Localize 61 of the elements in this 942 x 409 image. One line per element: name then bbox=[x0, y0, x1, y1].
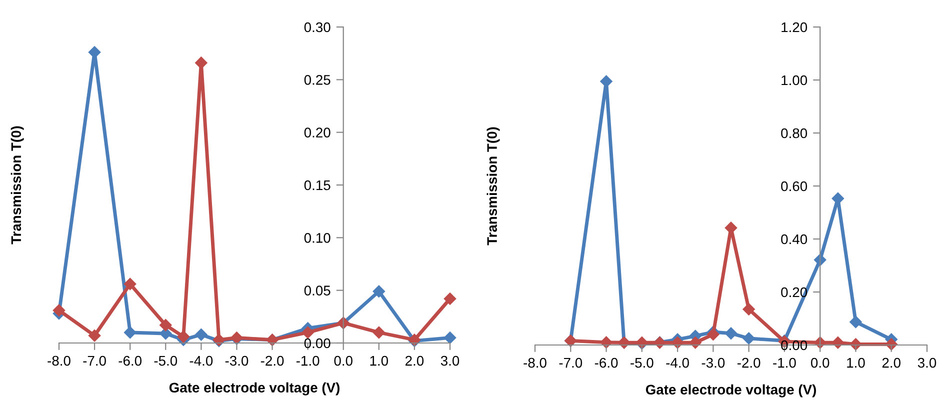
x-tick-label: -7.0 bbox=[559, 358, 582, 368]
y-tick-label: 0.10 bbox=[304, 233, 330, 243]
y-tick-label: 0.40 bbox=[781, 234, 808, 244]
point bbox=[689, 336, 702, 349]
point bbox=[160, 318, 172, 332]
x-tick-label: 2.0 bbox=[406, 356, 424, 366]
point bbox=[195, 56, 208, 69]
x-tick-label: -3.0 bbox=[225, 356, 248, 366]
point bbox=[177, 330, 190, 343]
point bbox=[444, 292, 456, 305]
x-tick-label: 3.0 bbox=[440, 356, 460, 366]
x-tick-label: -1.0 bbox=[296, 356, 320, 366]
y-tick-label: 0.05 bbox=[304, 286, 330, 296]
x-tick-label: 0.0 bbox=[810, 358, 830, 368]
point bbox=[850, 316, 862, 328]
y-tick-label: 0.80 bbox=[781, 128, 808, 138]
x-tick-label: 1.0 bbox=[370, 356, 388, 366]
x-tick-label: -6.0 bbox=[594, 358, 618, 368]
x-tick-label: -8.0 bbox=[48, 356, 70, 366]
y-tick-label: 0.15 bbox=[304, 180, 330, 190]
point bbox=[707, 328, 720, 340]
point bbox=[742, 303, 755, 316]
x-tick-label: -4.0 bbox=[190, 356, 213, 366]
y-tick-label: 0.25 bbox=[304, 75, 330, 85]
x-tick-label: -3.0 bbox=[702, 358, 725, 368]
point bbox=[88, 330, 101, 342]
point bbox=[724, 327, 738, 340]
x-tick-label: 2.0 bbox=[882, 358, 900, 368]
point bbox=[124, 326, 136, 339]
x-tick-label: 1.0 bbox=[847, 358, 865, 368]
y-tick-label: 0.00 bbox=[304, 338, 330, 348]
point bbox=[444, 332, 456, 344]
point bbox=[124, 278, 136, 290]
y-tick-label: 0.20 bbox=[304, 128, 330, 138]
x-axis-title: Gate electrode voltage (V) bbox=[169, 382, 340, 396]
point bbox=[302, 326, 314, 339]
point bbox=[600, 75, 612, 88]
x-tick-label: -5.0 bbox=[630, 358, 654, 368]
y-tick-label: 1.20 bbox=[782, 22, 808, 32]
x-axis-title: Gate electrode voltage (V) bbox=[646, 384, 816, 398]
point bbox=[742, 332, 755, 344]
point bbox=[52, 304, 66, 316]
x-tick-label: -2.0 bbox=[737, 358, 760, 368]
x-tick-label: -6.0 bbox=[118, 356, 142, 366]
point bbox=[372, 326, 386, 339]
y-axis-title: Transmission T(0) bbox=[10, 126, 24, 244]
point bbox=[372, 285, 386, 298]
x-tick-label: 0.0 bbox=[334, 356, 352, 366]
point bbox=[832, 336, 844, 349]
x-tick-label: -5.0 bbox=[154, 356, 178, 366]
y-tick-label: 0.30 bbox=[304, 22, 330, 32]
x-tick-label: 3.0 bbox=[918, 358, 936, 368]
point bbox=[195, 328, 208, 341]
x-tick-label: -7.0 bbox=[83, 356, 106, 366]
x-tick-label: -4.0 bbox=[666, 358, 689, 368]
x-tick-label: -2.0 bbox=[260, 356, 284, 366]
x-tick-label: -8.0 bbox=[524, 358, 546, 368]
y-tick-label: 1.00 bbox=[782, 75, 808, 86]
y-axis-title: Transmission T(0) bbox=[486, 127, 500, 246]
x-tick-label: -1.0 bbox=[773, 358, 796, 368]
y-tick-label: 0.60 bbox=[781, 181, 808, 192]
